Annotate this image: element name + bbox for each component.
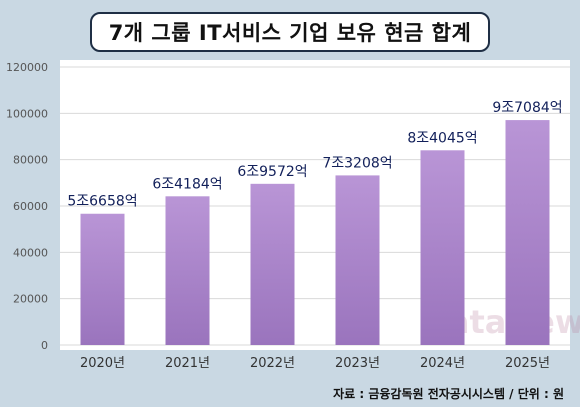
data-label: 7조3208억 [322,155,392,171]
bar-2023년 [335,175,380,345]
bar-2022년 [250,183,295,345]
chart-title: 7개 그룹 IT서비스 기업 보유 현금 합계 [90,12,490,52]
data-label: 8조4045억 [407,130,477,146]
x-tick-label: 2021년 [165,356,210,371]
bar-2021년 [165,196,210,345]
data-label: 6조4184억 [152,176,222,192]
plot-area [60,60,570,350]
y-tick-label: 0 [41,339,48,352]
bar-2025년 [505,120,550,345]
source-note: 자료 : 금융감독원 전자공시시스템 / 단위 : 원 [333,387,564,401]
bar-2020년 [80,213,125,345]
y-tick-label: 40000 [13,246,48,259]
y-tick-label: 60000 [13,200,48,213]
data-label: 5조6658억 [67,194,137,210]
x-tick-label: 2024년 [420,356,465,371]
y-tick-label: 20000 [13,293,48,306]
data-label: 9조7084억 [492,100,562,116]
x-tick-label: 2025년 [505,356,550,371]
bar-2024년 [420,150,465,345]
x-tick-label: 2022년 [250,356,295,371]
data-label: 6조9572억 [237,164,307,180]
y-tick-label: 120000 [6,61,48,74]
x-tick-label: 2023년 [335,356,380,371]
x-tick-label: 2020년 [80,356,125,371]
y-tick-label: 100000 [6,107,48,120]
y-tick-label: 80000 [13,154,48,167]
